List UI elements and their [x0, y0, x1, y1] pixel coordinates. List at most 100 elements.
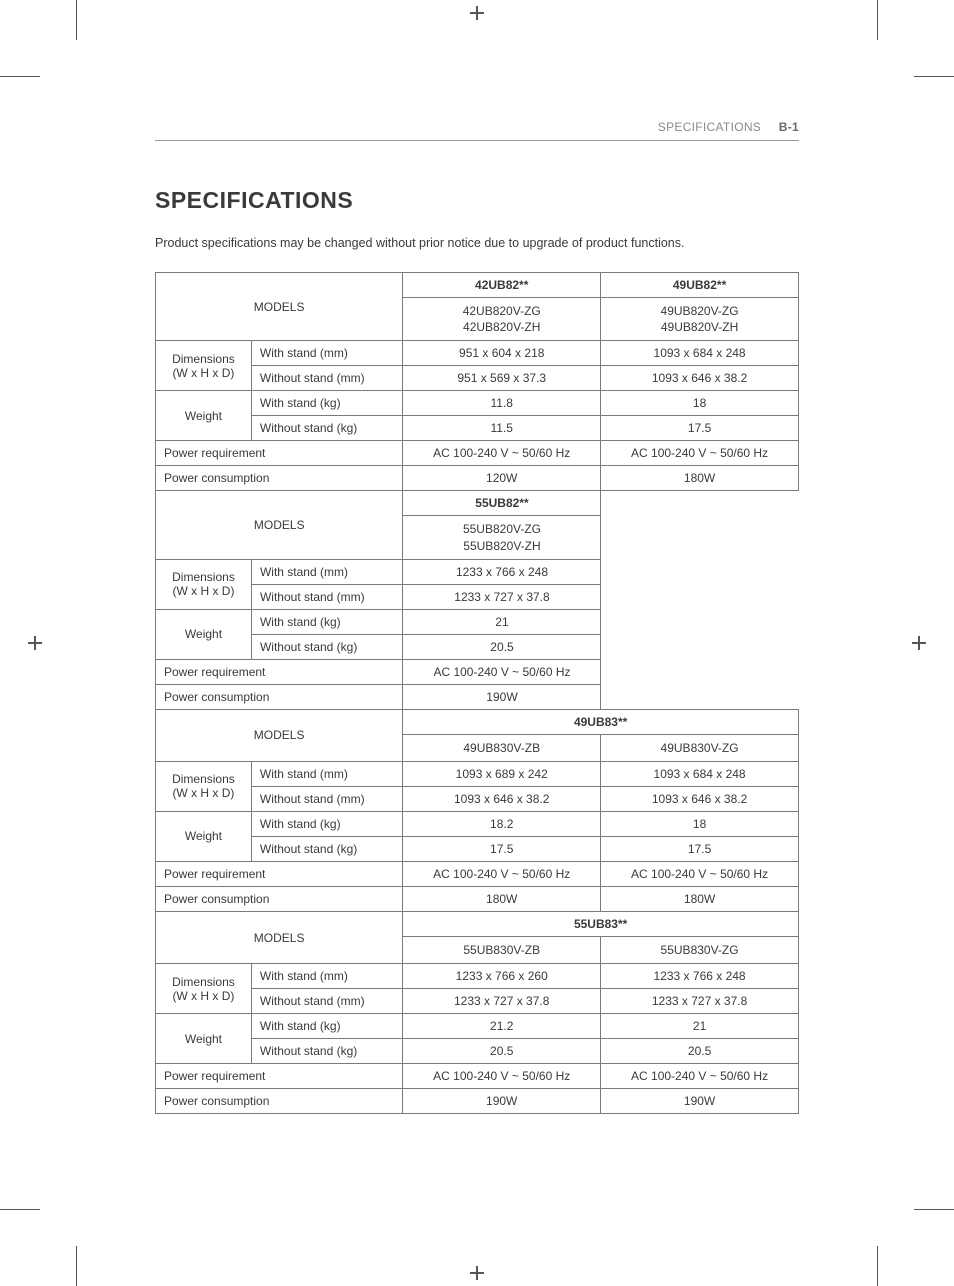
row-sublabel: Without stand (kg)	[251, 634, 403, 659]
row-label-weight: Weight	[156, 609, 252, 659]
models-label: MODELS	[156, 709, 403, 761]
spec-value: 951 x 569 x 37.3	[403, 366, 601, 391]
row-sublabel: Without stand (mm)	[251, 584, 403, 609]
spec-table-ub82-55: MODELS 55UB82** 55UB820V-ZG55UB820V-ZH D…	[155, 490, 799, 709]
spec-value: 18.2	[403, 811, 601, 836]
dimensions-sublabel: (W x H x D)	[172, 584, 234, 598]
spec-value: 1093 x 646 x 38.2	[403, 786, 601, 811]
dimensions-sublabel: (W x H x D)	[172, 366, 234, 380]
spec-value: 11.5	[403, 416, 601, 441]
row-sublabel: Without stand (kg)	[251, 416, 402, 441]
row-sublabel: With stand (kg)	[251, 391, 402, 416]
dimensions-label: Dimensions	[172, 975, 235, 989]
spec-value: 180W	[403, 886, 601, 911]
spec-value: 17.5	[601, 416, 799, 441]
spec-value: 1233 x 727 x 37.8	[601, 989, 799, 1014]
models-label: MODELS	[156, 273, 403, 341]
series-head: 49UB83**	[403, 709, 799, 734]
spec-value: 1093 x 684 x 248	[601, 341, 799, 366]
spec-value: 1233 x 766 x 260	[403, 964, 601, 989]
spec-value: 11.8	[403, 391, 601, 416]
row-label-power-cons: Power consumption	[156, 684, 403, 709]
spec-value: AC 100-240 V ~ 50/60 Hz	[403, 441, 601, 466]
row-label-weight: Weight	[156, 1014, 252, 1064]
spec-table-ub83-55: MODELS 55UB83** 55UB830V-ZB 55UB830V-ZG …	[155, 911, 799, 1114]
row-sublabel: Without stand (mm)	[251, 366, 402, 391]
row-label-dimensions: Dimensions (W x H x D)	[156, 559, 252, 609]
page: SPECIFICATIONS B-1 SPECIFICATIONS Produc…	[0, 0, 954, 1194]
variant-list: 49UB820V-ZG49UB820V-ZH	[601, 298, 799, 341]
series-head: 42UB82**	[403, 273, 601, 298]
models-label: MODELS	[156, 911, 403, 963]
spec-value: 1093 x 684 x 248	[601, 761, 799, 786]
spec-value: 1093 x 646 x 38.2	[601, 786, 799, 811]
row-label-dimensions: Dimensions (W x H x D)	[156, 761, 252, 811]
row-sublabel: With stand (mm)	[251, 761, 402, 786]
spec-value: 1233 x 766 x 248	[403, 559, 601, 584]
row-sublabel: Without stand (mm)	[251, 989, 402, 1014]
spec-value: AC 100-240 V ~ 50/60 Hz	[601, 1064, 799, 1089]
spec-value: 180W	[601, 466, 799, 491]
page-header: SPECIFICATIONS B-1	[155, 120, 799, 141]
spec-value: AC 100-240 V ~ 50/60 Hz	[403, 861, 601, 886]
series-head: 49UB82**	[601, 273, 799, 298]
row-sublabel: Without stand (mm)	[251, 786, 402, 811]
row-sublabel: With stand (mm)	[251, 341, 402, 366]
row-sublabel: Without stand (kg)	[251, 1039, 402, 1064]
spec-value: 190W	[403, 1089, 601, 1114]
row-sublabel: With stand (kg)	[251, 1014, 402, 1039]
spec-value: 1233 x 727 x 37.8	[403, 989, 601, 1014]
row-label-power-req: Power requirement	[156, 441, 403, 466]
spec-value: AC 100-240 V ~ 50/60 Hz	[601, 441, 799, 466]
row-sublabel: With stand (kg)	[251, 811, 402, 836]
spec-table-ub83-49: MODELS 49UB83** 49UB830V-ZB 49UB830V-ZG …	[155, 709, 799, 912]
intro-text: Product specifications may be changed wi…	[155, 236, 799, 250]
spec-value: 20.5	[403, 1039, 601, 1064]
row-label-power-req: Power requirement	[156, 1064, 403, 1089]
row-label-power-cons: Power consumption	[156, 1089, 403, 1114]
spec-value: 18	[601, 811, 799, 836]
header-page-number: B-1	[779, 120, 799, 134]
series-head: 55UB82**	[403, 491, 601, 516]
variant-list: 42UB820V-ZG42UB820V-ZH	[403, 298, 601, 341]
spec-value: AC 100-240 V ~ 50/60 Hz	[403, 1064, 601, 1089]
page-title: SPECIFICATIONS	[155, 187, 799, 214]
spec-value: 21	[403, 609, 601, 634]
dimensions-sublabel: (W x H x D)	[172, 786, 234, 800]
variant-list: 55UB820V-ZG55UB820V-ZH	[403, 516, 601, 559]
spec-value: AC 100-240 V ~ 50/60 Hz	[601, 861, 799, 886]
row-label-power-cons: Power consumption	[156, 886, 403, 911]
spec-value: 1233 x 727 x 37.8	[403, 584, 601, 609]
spec-value: 1233 x 766 x 248	[601, 964, 799, 989]
spec-value: 1093 x 646 x 38.2	[601, 366, 799, 391]
row-sublabel: With stand (mm)	[251, 559, 403, 584]
row-sublabel: With stand (mm)	[251, 964, 402, 989]
spec-value: 17.5	[601, 836, 799, 861]
variant-list: 49UB830V-ZG	[601, 734, 799, 761]
variant-list: 49UB830V-ZB	[403, 734, 601, 761]
spec-value: 18	[601, 391, 799, 416]
row-label-weight: Weight	[156, 811, 252, 861]
spec-table-ub82-42-49: MODELS 42UB82** 49UB82** 42UB820V-ZG42UB…	[155, 272, 799, 491]
empty-cell	[601, 491, 799, 709]
dimensions-label: Dimensions	[172, 352, 235, 366]
spec-value: 120W	[403, 466, 601, 491]
variant-list: 55UB830V-ZB	[403, 936, 601, 963]
variant-list: 55UB830V-ZG	[601, 936, 799, 963]
series-head: 55UB83**	[403, 911, 799, 936]
dimensions-sublabel: (W x H x D)	[172, 989, 234, 1003]
row-label-power-req: Power requirement	[156, 861, 403, 886]
header-section: SPECIFICATIONS	[658, 120, 761, 134]
row-label-weight: Weight	[156, 391, 252, 441]
spec-value: 20.5	[403, 634, 601, 659]
row-label-dimensions: Dimensions (W x H x D)	[156, 341, 252, 391]
row-label-dimensions: Dimensions (W x H x D)	[156, 964, 252, 1014]
spec-value: 1093 x 689 x 242	[403, 761, 601, 786]
row-label-power-cons: Power consumption	[156, 466, 403, 491]
spec-value: 180W	[601, 886, 799, 911]
dimensions-label: Dimensions	[172, 772, 235, 786]
dimensions-label: Dimensions	[172, 570, 235, 584]
spec-value: 951 x 604 x 218	[403, 341, 601, 366]
row-sublabel: Without stand (kg)	[251, 836, 402, 861]
spec-value: 21	[601, 1014, 799, 1039]
